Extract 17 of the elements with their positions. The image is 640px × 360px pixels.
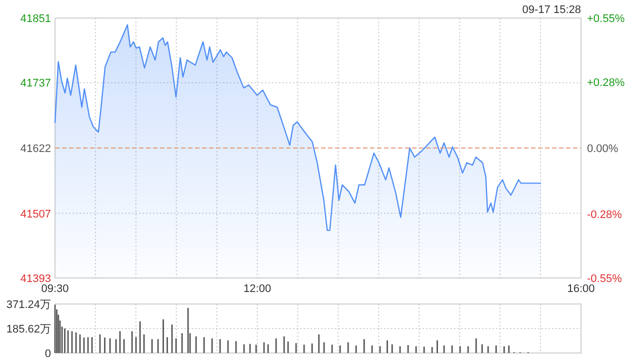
y-tick-label: 185.62万 [6,324,51,336]
y-tick-label: 41507 [20,208,51,220]
y2-tick-label: -0.28% [587,209,622,222]
x-tick-label: 16:00 [567,283,595,295]
x-tick-label: 09:30 [41,283,69,295]
text: 09-17 15:28 [522,4,581,16]
y2-tick-label: -0.55% [587,273,622,285]
y-tick-label: 41737 [20,78,51,90]
y2-tick-label: +0.55% [587,13,625,25]
y-tick-label: 41622 [20,143,51,155]
y2-tick-label: +0.28% [587,76,625,89]
y-tick-label: 0 [44,348,51,360]
x-tick-label: 12:00 [244,283,272,295]
y-tick-label: 41851 [20,13,51,25]
y-tick-label: 371.24万 [6,299,51,311]
y-tick-label: 41393 [20,273,51,285]
y2-tick-label: 0.00% [587,143,618,155]
